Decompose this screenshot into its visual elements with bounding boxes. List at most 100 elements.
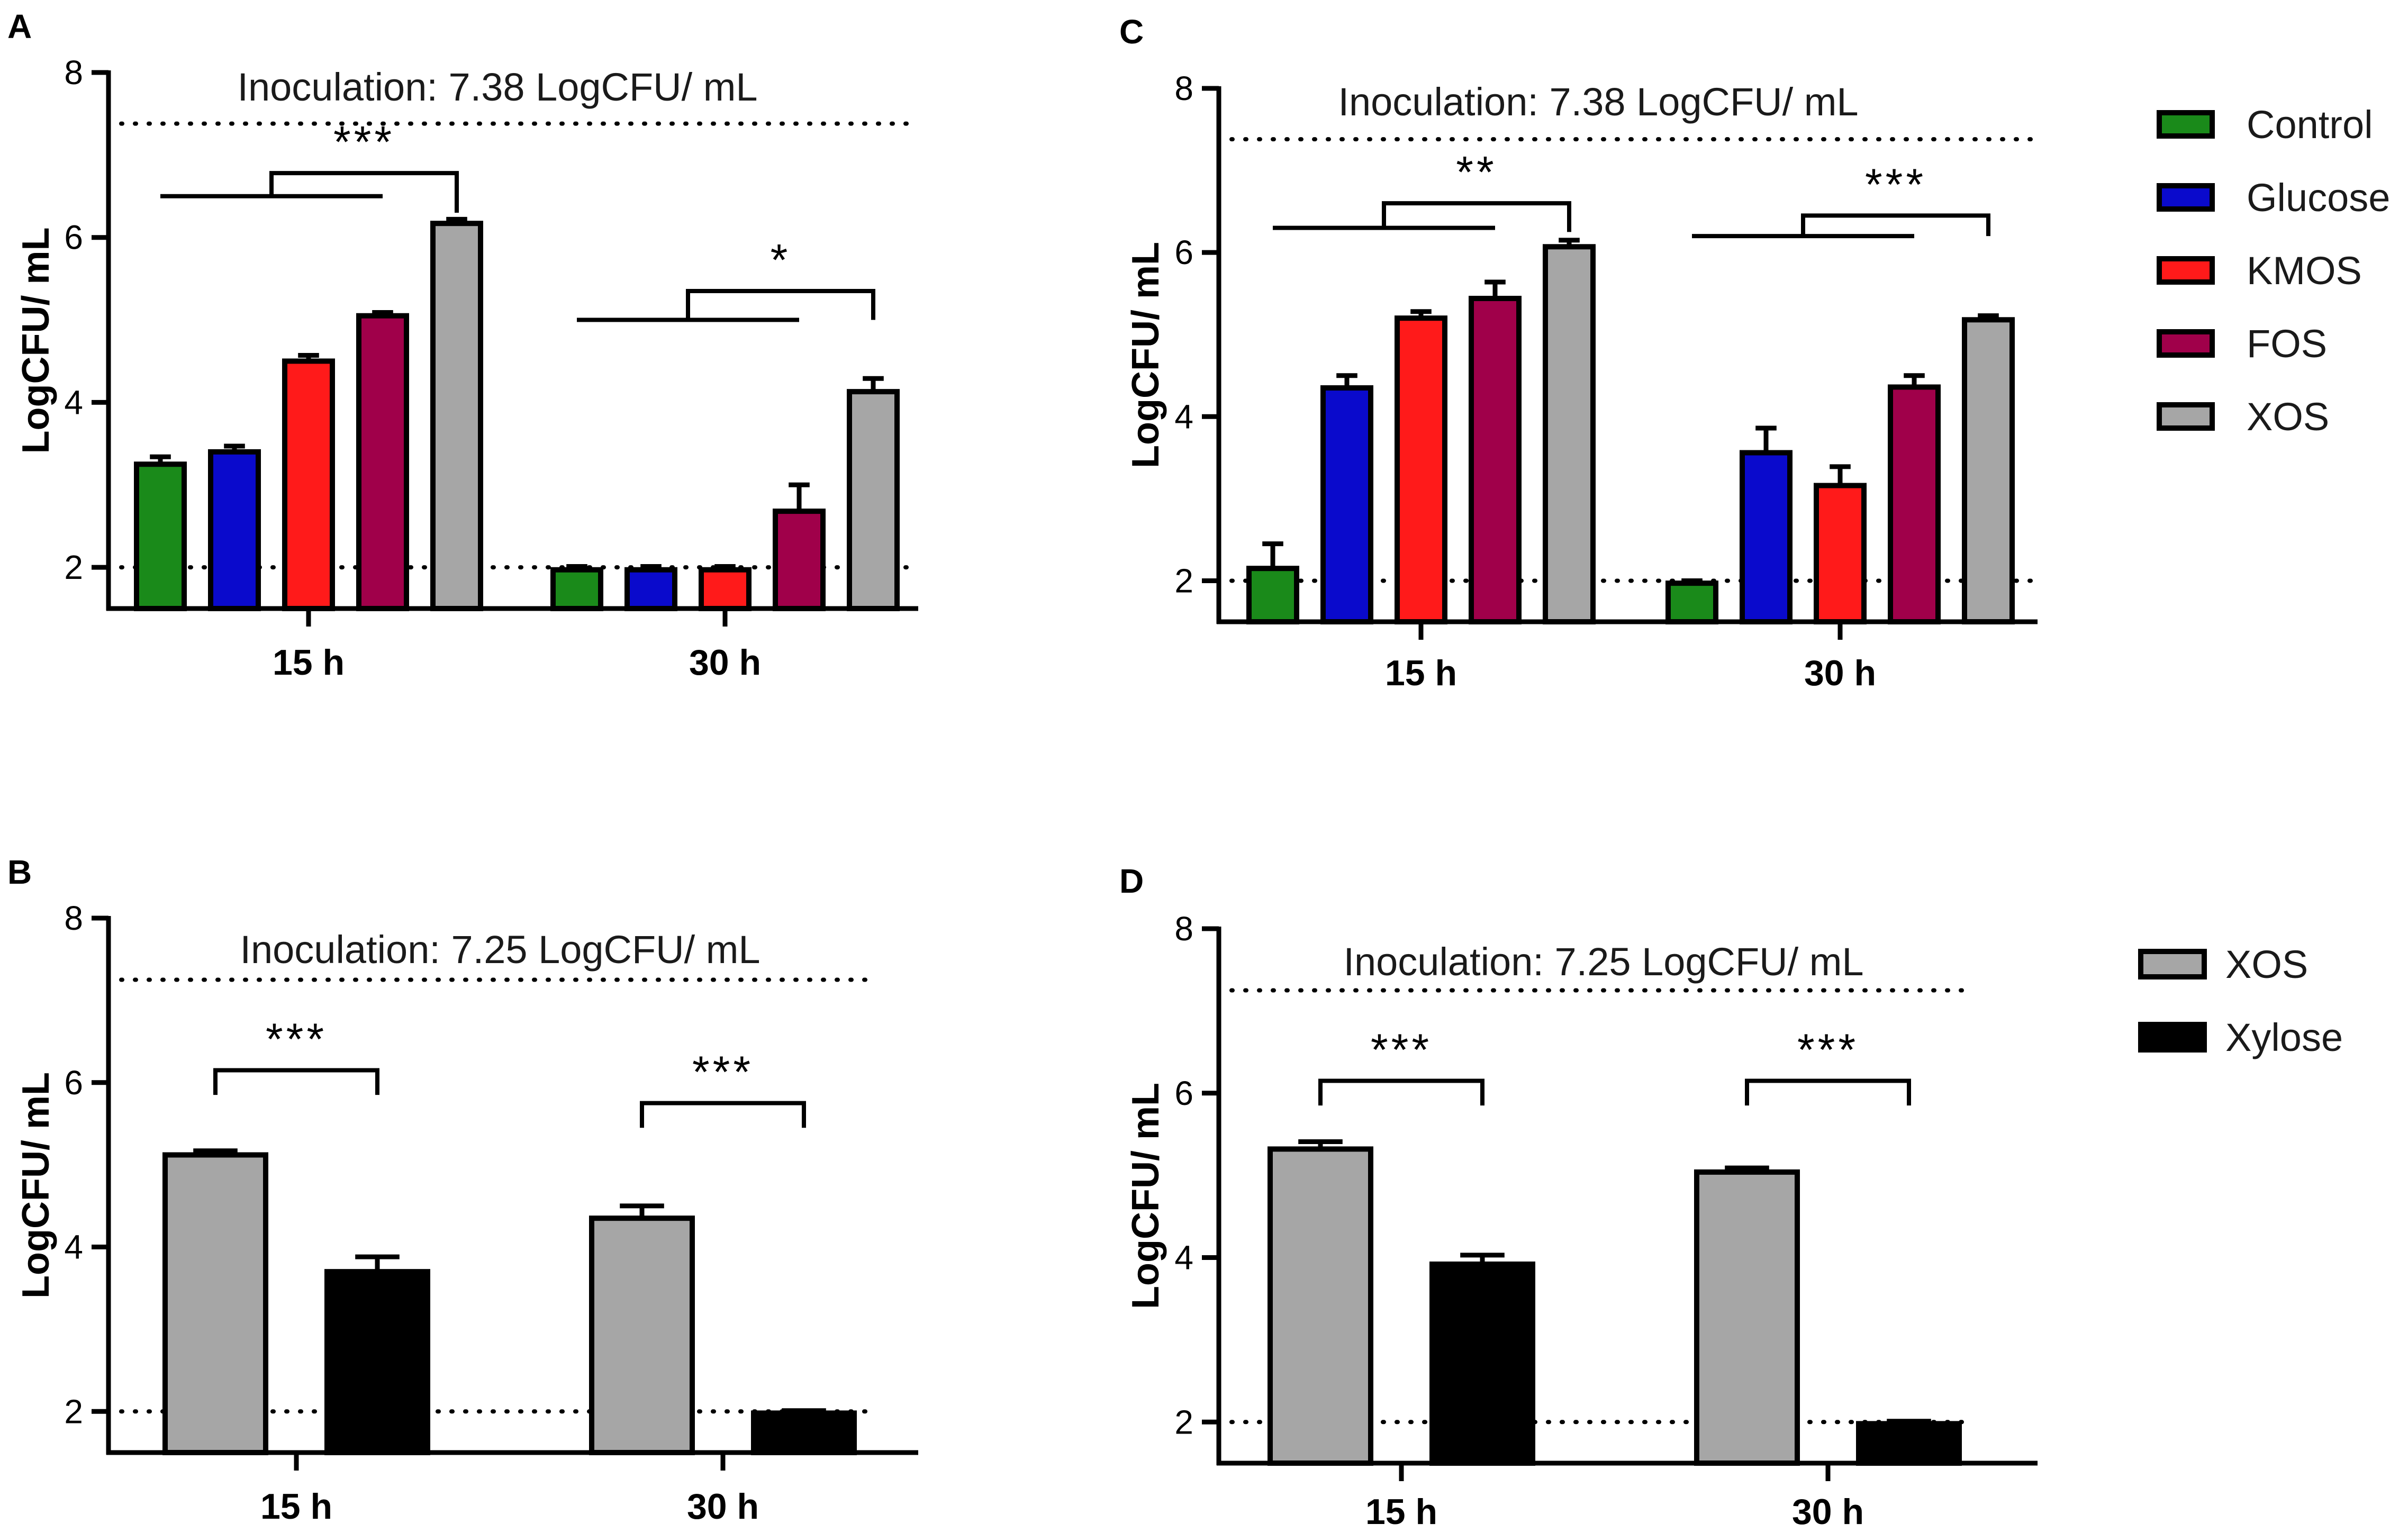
x-category-label: 30 h (687, 1486, 759, 1527)
y-tick-label: 6 (64, 219, 83, 257)
y-tick-label: 4 (1174, 1239, 1193, 1277)
y-tick-label: 8 (1174, 910, 1193, 948)
bar-control-30h (1665, 580, 1718, 625)
bar-xos-15h (430, 221, 483, 611)
x-category-label: 15 h (1365, 1492, 1437, 1532)
y-axis-label: LogCFU/ mL (1125, 242, 1167, 468)
bar-kmos-15h (282, 358, 335, 611)
significance-stars: *** (692, 1047, 754, 1097)
bar-kmos-30h (1814, 483, 1867, 625)
comparison-bracket (640, 1101, 806, 1128)
significance-15h: *** (213, 1014, 379, 1095)
significance-stars: *** (1797, 1024, 1859, 1074)
legend-bd: XOS Xylose (2138, 942, 2343, 1059)
bar-xos-30h (1962, 317, 2015, 624)
y-tick-label: 2 (64, 548, 83, 586)
comparison-bracket (213, 1068, 379, 1095)
y-tick-label: 4 (1174, 397, 1193, 436)
y-tick-label: 2 (1174, 1403, 1193, 1441)
inoculation-label: Inoculation: 7.25 LogCFU/ mL (1343, 940, 1863, 984)
y-tick-label: 6 (1174, 1074, 1193, 1112)
legend-ac: Control Glucose KMOS FOS XOS (2157, 103, 2390, 439)
bar-glucose-30h (624, 567, 677, 612)
inoculation-label: Inoculation: 7.25 LogCFU/ mL (240, 928, 760, 972)
significance-30h: *** (640, 1047, 806, 1128)
bar-fos-15h (356, 313, 409, 611)
bar-fos-30h (1888, 384, 1941, 624)
x-category-label: 30 h (689, 642, 761, 683)
y-tick-label: 6 (64, 1064, 83, 1102)
comparison-bracket (686, 288, 875, 320)
y-tick-label: 4 (64, 1228, 83, 1266)
legend-swatch-control (2157, 110, 2215, 139)
y-tick-label: 8 (64, 53, 83, 92)
significance-stars: ** (1456, 147, 1497, 197)
bar-control-30h (550, 567, 603, 612)
significance-30h: *** (1745, 1024, 1911, 1106)
panel-d: D 2 4 6 8 LogCFU/ mL Inoculation: 7.25 LogCFU/… (1119, 862, 2038, 1532)
x-category-label: 15 h (1385, 653, 1457, 693)
legend-label-glucose: Glucose (2247, 176, 2390, 220)
legend-swatch-glucose (2157, 183, 2215, 212)
comparison-bracket (1382, 201, 1571, 232)
bar-xos-30h (589, 1215, 695, 1455)
bar-xos-15h (1268, 1146, 1373, 1466)
bar-kmos-15h (1395, 315, 1447, 624)
inoculation-label: Inoculation: 7.38 LogCFU/ mL (1338, 80, 1858, 124)
bar-glucose-15h (1320, 385, 1373, 624)
legend-swatch-xos (2138, 949, 2207, 979)
significance-30h: * (577, 235, 875, 322)
bar-xylose-15h (324, 1269, 430, 1455)
legend-label-control: Control (2247, 103, 2373, 147)
y-axis-label: LogCFU/ mL (15, 1072, 57, 1299)
bar-glucose-15h (208, 449, 261, 612)
bar-xylose-15h (1429, 1261, 1535, 1466)
legend-swatch-xylose (2138, 1022, 2207, 1053)
panel-b: B 2 4 6 8 LogCFU/ mL Inoculation: 7.25 LogCFU/… (7, 853, 918, 1527)
bar-kmos-30h (699, 567, 752, 612)
x-category-label: 15 h (260, 1486, 332, 1527)
bar-xos-30h (847, 389, 900, 612)
bar-glucose-30h (1740, 450, 1793, 625)
bar-xos-30h (1694, 1169, 1800, 1466)
bar-xos-15h (1543, 244, 1596, 624)
comparison-bracket (269, 171, 459, 213)
legend-swatch-kmos (2157, 256, 2215, 285)
y-tick-label: 6 (1174, 233, 1193, 271)
bar-xos-15h (162, 1152, 268, 1456)
legend-label-fos: FOS (2247, 322, 2327, 366)
bar-control-15h (134, 461, 187, 611)
legend-label-xos: XOS (2247, 395, 2329, 439)
legend-label-xos: XOS (2225, 942, 2308, 986)
comparison-bracket (1745, 1078, 1911, 1106)
significance-stars: * (771, 235, 791, 285)
comparison-bracket (1318, 1078, 1484, 1106)
y-axis-label: LogCFU/ mL (15, 228, 57, 454)
y-axis-label: LogCFU/ mL (1125, 1083, 1167, 1309)
panel-letter-d: D (1119, 862, 1144, 900)
significance-stars: *** (333, 117, 395, 167)
legend-label-xylose: Xylose (2225, 1015, 2343, 1059)
panel-letter-b: B (7, 853, 32, 891)
bar-xylose-30h (1856, 1421, 1962, 1466)
panel-a: A 2 4 6 8 LogCFU/ mL Inoculation: 7.38 LogCFU/… (7, 7, 920, 683)
legend-swatch-fos (2157, 329, 2215, 358)
x-category-label: 15 h (273, 642, 345, 683)
bar-xylose-30h (751, 1410, 857, 1455)
significance-stars: *** (1371, 1024, 1432, 1074)
y-tick-label: 2 (1174, 561, 1193, 600)
y-tick-label: 4 (64, 383, 83, 421)
significance-30h: *** (1692, 159, 1990, 239)
x-category-label: 30 h (1792, 1492, 1864, 1532)
panel-letter-c: C (1119, 13, 1144, 51)
y-tick-label: 2 (64, 1392, 83, 1430)
legend-label-kmos: KMOS (2247, 249, 2362, 293)
significance-15h: *** (160, 117, 459, 213)
y-tick-label: 8 (1174, 69, 1193, 107)
bar-fos-15h (1469, 295, 1522, 624)
significance-stars: *** (266, 1014, 327, 1064)
legend-swatch-xos (2157, 402, 2215, 431)
bar-control-15h (1246, 566, 1299, 624)
comparison-bracket (1801, 213, 1990, 237)
